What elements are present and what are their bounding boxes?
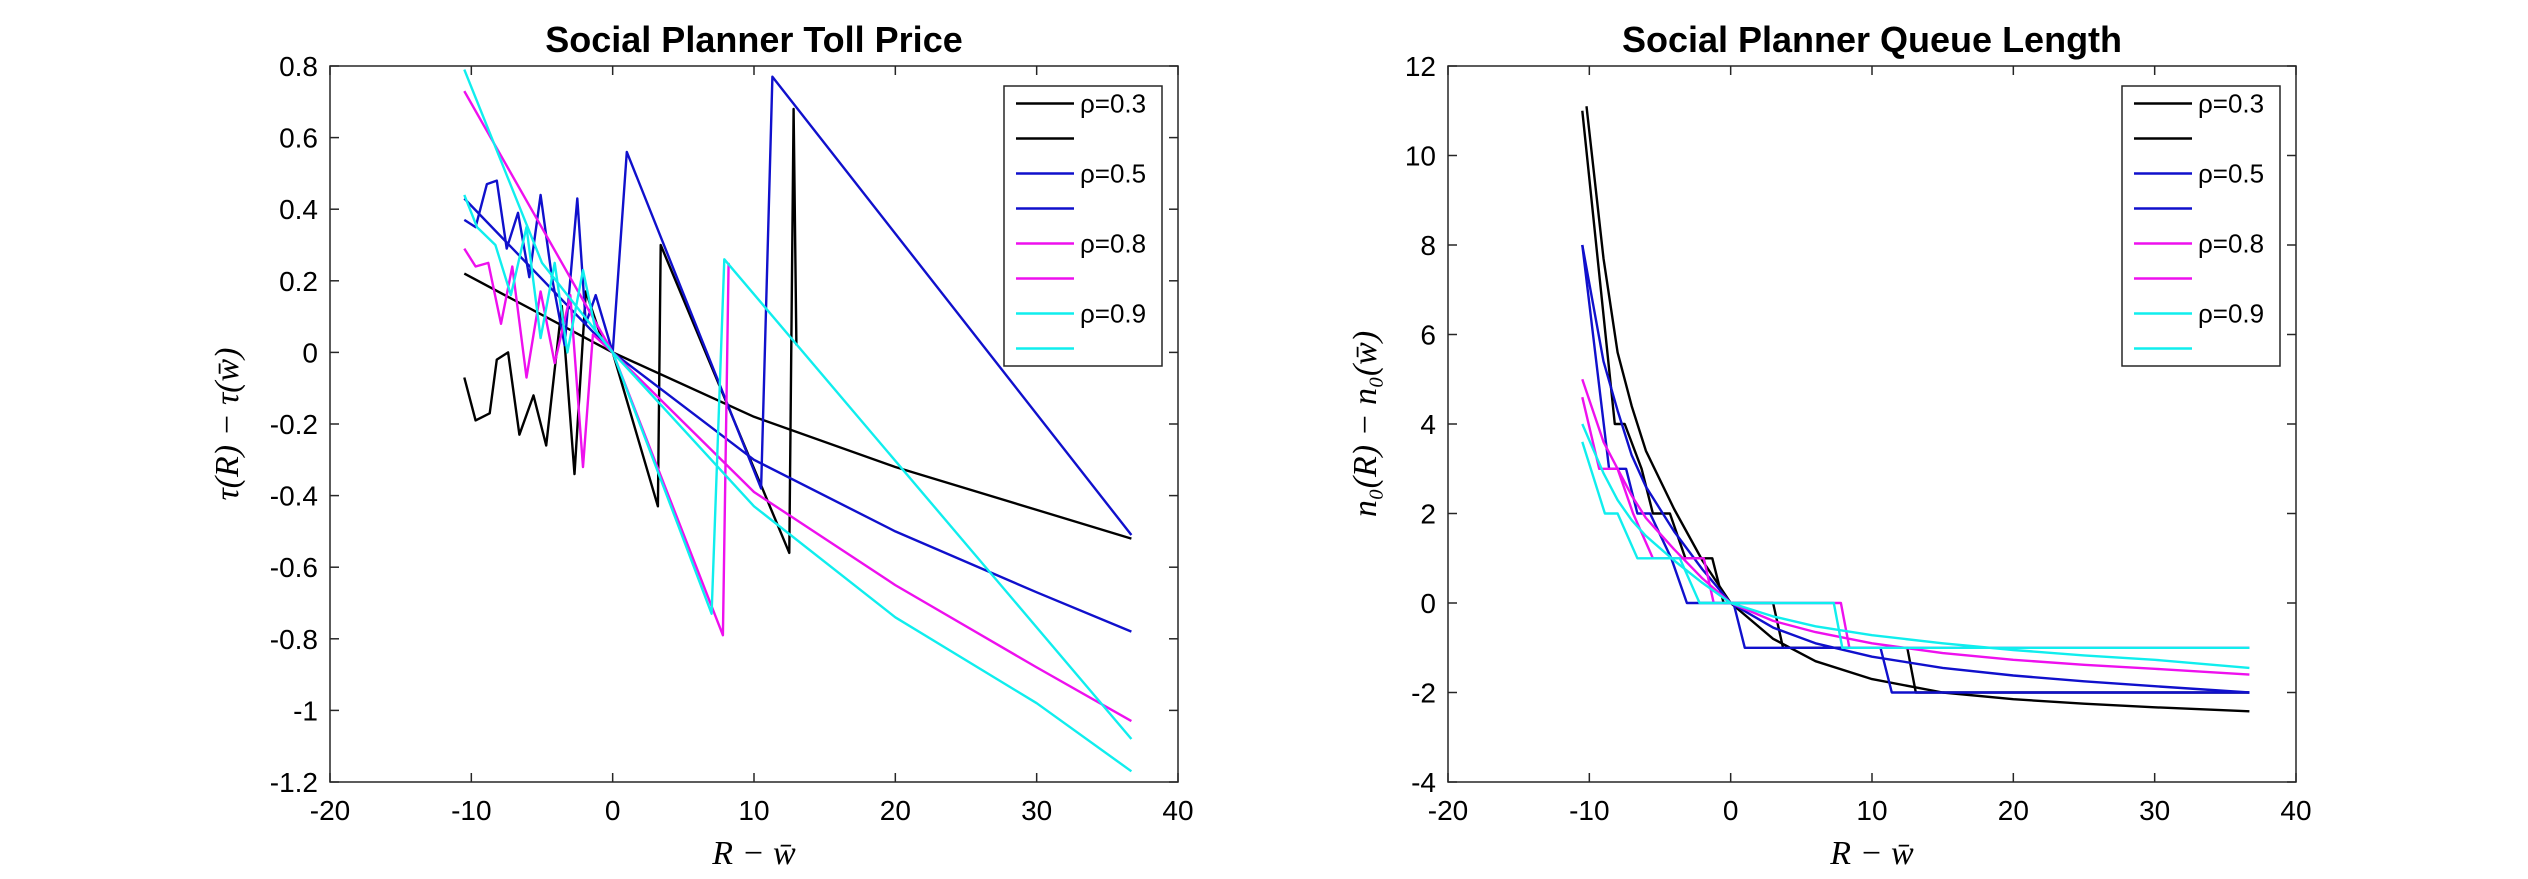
series-line-1	[1585, 106, 2250, 713]
x-tick-label: 20	[880, 795, 911, 826]
legend-box	[2121, 85, 2281, 367]
x-tick-label: 30	[1021, 795, 1052, 826]
y-tick-label: 0	[302, 337, 318, 368]
chart-title: Social Planner Toll Price	[545, 19, 962, 60]
legend: ρ=0.3 ρ=0.5 ρ=0.8 ρ=0.9	[2121, 85, 2281, 367]
x-tick-label: -20	[310, 795, 350, 826]
y-tick-label: 12	[1405, 51, 1436, 82]
series-line-7	[1581, 423, 2250, 670]
legend: ρ=0.3 ρ=0.5 ρ=0.8 ρ=0.9	[1003, 85, 1163, 367]
y-tick-label: -0.4	[270, 481, 318, 512]
series-group	[1581, 106, 2250, 713]
series-group	[463, 69, 1133, 773]
y-tick-label: 4	[1420, 409, 1436, 440]
y-tick-label: -4	[1411, 767, 1436, 798]
legend-label: ρ=0.9	[2198, 299, 2264, 329]
x-axis-label: R − w̄	[711, 835, 796, 872]
y-tick-label: -0.2	[270, 409, 318, 440]
y-axis-label: τ(R) − τ(w̄)	[209, 347, 246, 500]
y-axis-label: n₀(R) − n₀(w̄)	[1347, 331, 1384, 517]
x-tick-label: 10	[738, 795, 769, 826]
y-tick-label: -1	[293, 695, 318, 726]
x-tick-label: 20	[1998, 795, 2029, 826]
legend-label: ρ=0.3	[2198, 89, 2264, 119]
x-tick-label: 0	[605, 795, 621, 826]
legend-label: ρ=0.5	[2198, 159, 2264, 189]
x-tick-label: 0	[1723, 795, 1739, 826]
y-tick-label: 10	[1405, 141, 1436, 172]
y-tick-label: 0.4	[279, 194, 318, 225]
legend-label: ρ=0.3	[1080, 89, 1146, 119]
y-tick-label: -0.6	[270, 552, 318, 583]
y-tick-label: -1.2	[270, 767, 318, 798]
y-tick-label: -2	[1411, 678, 1436, 709]
chart-title: Social Planner Queue Length	[1622, 19, 2122, 60]
series-line-5	[1581, 378, 2250, 676]
chart-panel-1: Social Planner Toll Price-20 -10 0 10 20 30 40…	[209, 19, 1194, 872]
x-tick-label: 30	[2139, 795, 2170, 826]
series-line-4	[1581, 244, 2250, 694]
series-line-4	[463, 75, 1133, 536]
legend-label: ρ=0.9	[1080, 299, 1146, 329]
series-line-2	[463, 107, 798, 555]
legend-label: ρ=0.8	[1080, 229, 1146, 259]
series-line-3	[463, 197, 1132, 633]
series-line-7	[463, 69, 1133, 773]
x-tick-label: -20	[1428, 795, 1468, 826]
x-tick-label: 40	[1162, 795, 1193, 826]
legend-box	[1003, 85, 1163, 367]
series-line-5	[463, 90, 1132, 723]
legend-label: ρ=0.5	[1080, 159, 1146, 189]
y-tick-label: 0	[1420, 588, 1436, 619]
x-tick-label: -10	[451, 795, 491, 826]
series-line-3	[1581, 244, 2250, 694]
y-tick-label: 8	[1420, 230, 1436, 261]
x-axis-label: R − w̄	[1829, 835, 1914, 872]
x-tick-label: -10	[1569, 795, 1609, 826]
y-tick-label: 0.8	[279, 51, 318, 82]
x-tick-label: 10	[1856, 795, 1887, 826]
series-line-8	[1581, 441, 2250, 649]
x-tick-label: 40	[2280, 795, 2311, 826]
y-tick-label: -0.8	[270, 624, 318, 655]
chart-panel-2: Social Planner Queue Length-20 -10 0 10 20 30…	[1347, 19, 2312, 872]
y-tick-label: 6	[1420, 320, 1436, 351]
series-line-8	[463, 194, 1133, 740]
y-tick-label: 2	[1420, 499, 1436, 530]
series-line-1	[463, 272, 1132, 540]
y-tick-label: 0.2	[279, 266, 318, 297]
y-tick-label: 0.6	[279, 123, 318, 154]
legend-label: ρ=0.8	[2198, 229, 2264, 259]
